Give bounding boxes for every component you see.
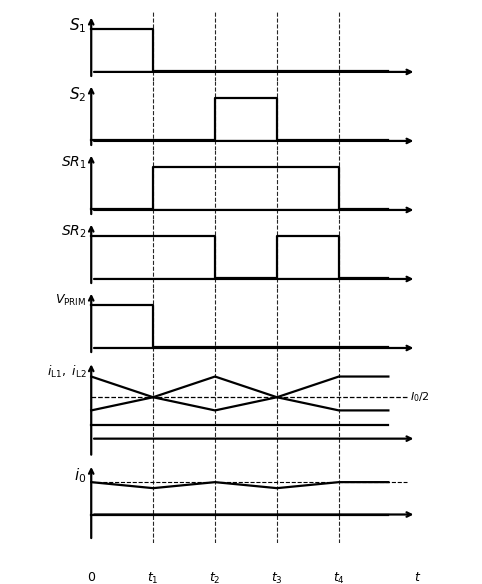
Text: $S_2$: $S_2$	[69, 86, 86, 105]
Text: $I_0/2$: $I_0/2$	[410, 390, 430, 404]
Text: $S_1$: $S_1$	[69, 17, 86, 36]
Text: $i_{\rm L1},\ i_{\rm L2}$: $i_{\rm L1},\ i_{\rm L2}$	[47, 364, 86, 380]
Text: $t$: $t$	[415, 571, 422, 584]
Text: $V_{\rm PRIM}$: $V_{\rm PRIM}$	[55, 293, 86, 308]
Text: $SR_2$: $SR_2$	[61, 224, 86, 240]
Text: $t_{4}$: $t_{4}$	[333, 571, 345, 584]
Text: $i_0$: $i_0$	[74, 466, 86, 485]
Text: $t_{2}$: $t_{2}$	[209, 571, 221, 584]
Text: $t_{3}$: $t_{3}$	[271, 571, 283, 584]
Text: $t_{1}$: $t_{1}$	[147, 571, 159, 584]
Text: $SR_1$: $SR_1$	[61, 155, 86, 171]
Text: $0$: $0$	[87, 571, 96, 584]
